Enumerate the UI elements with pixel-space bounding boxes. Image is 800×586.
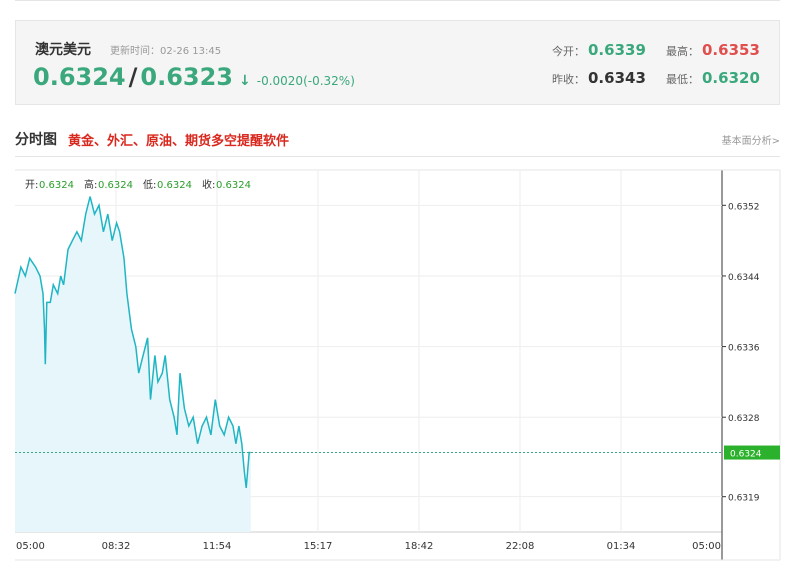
prevclose-label: 昨收： <box>552 73 585 86</box>
x-tick-label: 18:42 <box>405 541 434 552</box>
bid-price: 0.6324 <box>33 63 126 91</box>
low-stat: 最低： 0.6320 <box>666 69 760 87</box>
high-stat: 最高： 0.6353 <box>666 41 760 59</box>
price-line-series <box>14 196 251 488</box>
update-time: 更新时间：02-26 13:45 <box>110 46 222 57</box>
promo-link[interactable]: 黄金、外汇、原油、期货多空提醒软件 <box>68 134 290 149</box>
x-tick-label: 01:34 <box>607 541 636 552</box>
price-line: 0.6324/0.6323 ↓ -0.0020(-0.32%) <box>33 63 355 91</box>
ohlc-high-value: 0.6324 <box>98 180 133 191</box>
ask-price: 0.6323 <box>140 63 234 91</box>
y-tick-label: 0.6328 <box>728 414 760 424</box>
ohlc-open-value: 0.6324 <box>39 180 74 191</box>
ohlc-open-label: 开: <box>25 180 38 191</box>
low-label: 最低： <box>666 73 699 86</box>
current-price-tag: 0.6324 <box>724 445 780 460</box>
x-tick-label: 05:00 <box>16 541 45 552</box>
fundamental-analysis-link[interactable]: 基本面分析> <box>721 136 780 147</box>
x-tick-label: 08:32 <box>102 541 131 552</box>
open-value: 0.6339 <box>588 41 646 59</box>
y-axis-labels: 0.6352 0.6344 0.6336 0.6328 0.6319 <box>728 202 760 503</box>
ohlc-readout: 开: 0.6324 高: 0.6324 低: 0.6324 收: 0.6324 <box>25 178 251 191</box>
y-tick-label: 0.6344 <box>728 273 760 283</box>
current-price-badge <box>724 445 780 460</box>
quote-panel: 澳元美元 更新时间：02-26 13:45 0.6324/0.6323 ↓ -0.0… <box>15 20 780 105</box>
down-arrow-icon: ↓ <box>239 73 251 89</box>
chart-header: 分时图 黄金、外汇、原油、期货多空提醒软件 基本面分析> <box>15 129 780 157</box>
price-separator: / <box>128 63 138 91</box>
ohlc-low-label: 低: <box>143 178 156 191</box>
price-area <box>15 196 251 532</box>
low-value: 0.6320 <box>702 69 760 87</box>
price-change: -0.0020(-0.32%) <box>256 74 355 88</box>
x-tick-label: 11:54 <box>203 541 232 552</box>
prevclose-stat: 昨收： 0.6343 <box>552 69 646 87</box>
x-tick-label: 05:00 <box>692 541 721 552</box>
open-stat: 今开： 0.6339 <box>552 41 646 59</box>
x-axis-labels: 05:00 08:32 11:54 15:17 18:42 22:08 01:34 05:00 <box>16 541 721 552</box>
high-value: 0.6353 <box>702 41 760 59</box>
y-tick-label: 0.6319 <box>728 494 760 504</box>
high-label: 最高： <box>666 45 699 58</box>
ohlc-close-value: 0.6324 <box>216 180 251 191</box>
open-label: 今开： <box>552 45 585 58</box>
current-price-label: 0.6324 <box>730 450 762 460</box>
ohlc-low-value: 0.6324 <box>157 180 192 191</box>
instrument-name: 澳元美元 <box>35 42 91 58</box>
ohlc-close-label: 收: <box>202 178 215 191</box>
top-divider <box>15 0 780 1</box>
x-tick-label: 22:08 <box>506 541 535 552</box>
x-tick-label: 15:17 <box>304 541 333 552</box>
y-tick-label: 0.6352 <box>728 202 760 212</box>
section-title: 分时图 <box>15 132 57 148</box>
prevclose-value: 0.6343 <box>588 69 646 87</box>
ohlc-high-label: 高: <box>84 178 97 191</box>
y-tick-label: 0.6336 <box>728 344 760 354</box>
